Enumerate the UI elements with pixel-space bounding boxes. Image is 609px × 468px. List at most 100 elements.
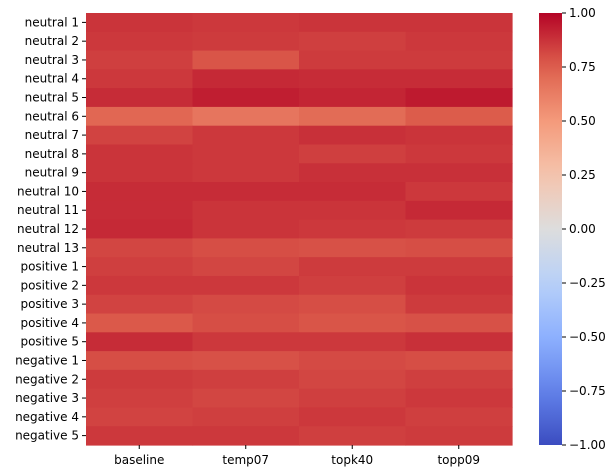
heatmap-cell <box>192 182 300 202</box>
heatmap-cell <box>192 125 300 146</box>
heatmap-cell <box>405 106 513 127</box>
heatmap-cell <box>192 275 300 296</box>
heatmap-cell <box>405 294 513 315</box>
row-label: negative 3 <box>15 391 79 405</box>
heatmap-cell <box>405 88 513 108</box>
heatmap-cell <box>405 275 513 296</box>
heatmap-cell <box>86 106 194 127</box>
heatmap-cell <box>86 182 194 202</box>
heatmap-cell <box>405 313 513 333</box>
heatmap-cell <box>299 13 407 33</box>
heatmap-cell <box>192 50 300 70</box>
heatmap-cell <box>405 407 513 427</box>
heatmap-cell <box>86 144 194 164</box>
row-label: neutral 10 <box>17 184 79 198</box>
heatmap-cell <box>192 163 300 183</box>
heatmap-cell <box>192 257 300 277</box>
heatmap-cell <box>299 31 407 52</box>
heatmap-cell <box>405 31 513 52</box>
heatmap-cell <box>86 313 194 333</box>
heatmap-cell <box>86 257 194 277</box>
heatmap-cell <box>299 407 407 427</box>
heatmap-cell <box>86 163 194 183</box>
heatmap-cell <box>405 369 513 390</box>
heatmap-cell <box>299 426 407 446</box>
heatmap-cell <box>192 313 300 333</box>
row-label: neutral 9 <box>25 166 79 180</box>
colorbar-tick-label: 0.25 <box>569 168 596 182</box>
column-label: topk40 <box>331 453 373 467</box>
heatmap-cell <box>405 50 513 70</box>
row-label: neutral 12 <box>17 222 79 236</box>
row-label: neutral 11 <box>17 203 79 217</box>
heatmap-cell <box>86 369 194 390</box>
row-label: neutral 4 <box>25 72 79 86</box>
heatmap-cell <box>299 238 407 258</box>
heatmap-cell <box>299 313 407 333</box>
column-label: baseline <box>114 453 164 467</box>
heatmap-cell <box>86 31 194 52</box>
heatmap-cell <box>299 106 407 127</box>
row-label: positive 3 <box>20 297 79 311</box>
row-label: neutral 6 <box>25 109 79 123</box>
heatmap-cell <box>86 13 194 33</box>
heatmap-cell <box>86 275 194 296</box>
heatmap-cell <box>405 125 513 146</box>
heatmap-cell <box>299 369 407 390</box>
heatmap-cell <box>86 238 194 258</box>
row-label: neutral 1 <box>25 15 79 29</box>
heatmap-cell <box>192 144 300 164</box>
heatmap-cell <box>405 332 513 352</box>
heatmap-cell <box>299 125 407 146</box>
heatmap-cell <box>192 13 300 33</box>
heatmap-cell <box>192 369 300 390</box>
heatmap-cell <box>405 257 513 277</box>
heatmap-cells <box>86 13 513 446</box>
colorbar-tick-label: 1.00 <box>569 6 596 20</box>
heatmap-cell <box>192 69 300 89</box>
row-label: positive 5 <box>20 335 79 349</box>
heatmap-cell <box>86 125 194 146</box>
heatmap-cell <box>405 163 513 183</box>
colorbar-tick-label: 0.00 <box>569 222 596 236</box>
heatmap-cell <box>299 69 407 89</box>
colorbar-tick-label: −0.50 <box>569 330 606 344</box>
colorbar-tick-label: 0.75 <box>569 60 596 74</box>
row-label: neutral 7 <box>25 128 79 142</box>
row-label: neutral 3 <box>25 53 79 67</box>
heatmap-cell <box>405 388 513 409</box>
heatmap-cell <box>405 426 513 446</box>
heatmap-cell <box>192 106 300 127</box>
row-label: neutral 13 <box>17 241 79 255</box>
heatmap-cell <box>299 144 407 164</box>
heatmap-cell <box>192 426 300 446</box>
heatmap-cell <box>299 294 407 315</box>
heatmap-cell <box>192 219 300 239</box>
heatmap-cell <box>405 144 513 164</box>
heatmap-cell <box>192 31 300 52</box>
heatmap-cell <box>299 257 407 277</box>
heatmap-cell <box>86 407 194 427</box>
colorbar-tick-label: −0.75 <box>569 384 606 398</box>
heatmap-cell <box>86 200 194 221</box>
heatmap-cell <box>405 238 513 258</box>
heatmap-cell <box>405 200 513 221</box>
row-label: neutral 2 <box>25 34 79 48</box>
row-label: negative 1 <box>15 353 79 367</box>
heatmap-cell <box>405 219 513 239</box>
heatmap-cell <box>86 219 194 239</box>
row-label: negative 2 <box>15 372 79 386</box>
heatmap-cell <box>299 200 407 221</box>
colorbar-tick-label: 0.50 <box>569 114 596 128</box>
row-label: positive 1 <box>20 260 79 274</box>
heatmap-cell <box>86 50 194 70</box>
heatmap-cell <box>299 351 407 371</box>
heatmap-cell <box>405 13 513 33</box>
heatmap-cell <box>86 332 194 352</box>
heatmap-cell <box>86 426 194 446</box>
heatmap-cell <box>192 88 300 108</box>
heatmap-cell <box>192 238 300 258</box>
column-labels: baseline temp07 topk40 topp09 <box>114 445 480 467</box>
heatmap-cell <box>299 163 407 183</box>
